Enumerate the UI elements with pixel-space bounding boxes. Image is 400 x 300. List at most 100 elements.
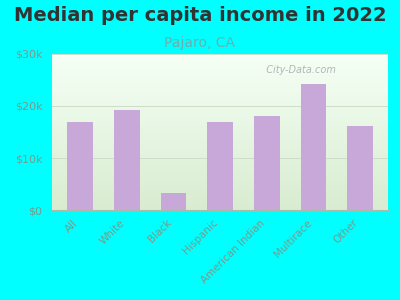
Bar (52, 93, 388, 94)
Bar (52, 77, 388, 78)
Bar (52, 110, 388, 111)
Bar (52, 99, 388, 100)
Bar (52, 132, 388, 133)
Bar (52, 201, 388, 202)
Bar (300, 84, 326, 210)
Bar (52, 80, 388, 81)
Bar (52, 161, 388, 162)
Bar (52, 176, 388, 177)
Bar (52, 196, 388, 197)
Bar (52, 68, 388, 69)
Bar (52, 183, 388, 184)
Bar (52, 134, 388, 135)
Bar (52, 203, 388, 204)
Bar (52, 94, 388, 95)
Bar (52, 209, 388, 210)
Bar (52, 83, 388, 84)
Bar (52, 78, 388, 79)
Bar (52, 70, 388, 71)
Bar (52, 185, 388, 186)
Bar (52, 145, 388, 146)
Bar (52, 140, 388, 141)
Bar (52, 67, 388, 68)
Bar (52, 162, 388, 163)
Bar (52, 164, 388, 165)
Bar (52, 69, 388, 70)
Bar (52, 158, 388, 159)
Bar (52, 179, 388, 180)
Bar (52, 109, 388, 110)
Bar (52, 102, 388, 103)
Bar (52, 60, 388, 61)
Bar (52, 146, 388, 147)
Bar (52, 192, 388, 193)
Bar (52, 79, 388, 80)
Bar (67, 122, 93, 210)
Bar (52, 188, 388, 189)
Bar (52, 119, 388, 120)
Bar (52, 172, 388, 173)
Bar (52, 64, 388, 65)
Bar (52, 73, 388, 74)
Bar (52, 195, 388, 196)
Bar (52, 125, 388, 126)
Text: Pajaro, CA: Pajaro, CA (164, 36, 236, 50)
Bar (52, 175, 388, 176)
Bar (52, 142, 388, 143)
Bar (52, 62, 388, 63)
Bar (52, 198, 388, 199)
Bar (52, 208, 388, 209)
Bar (52, 170, 388, 171)
Bar (52, 54, 388, 55)
Bar (52, 178, 388, 179)
Bar (52, 101, 388, 102)
Bar (52, 89, 388, 90)
Bar (52, 65, 388, 66)
Bar (52, 137, 388, 138)
Bar (52, 85, 388, 86)
Bar (52, 61, 388, 62)
Bar (52, 194, 388, 195)
Bar (52, 193, 388, 194)
Bar (114, 110, 140, 210)
Bar (52, 150, 388, 151)
Bar (52, 107, 388, 108)
Bar (52, 63, 388, 64)
Bar (254, 116, 280, 210)
Bar (52, 76, 388, 77)
Bar (52, 116, 388, 117)
Bar (52, 82, 388, 83)
Bar (52, 182, 388, 183)
Bar (52, 135, 388, 136)
Bar (52, 74, 388, 75)
Bar (52, 157, 388, 158)
Bar (52, 91, 388, 92)
Bar (52, 197, 388, 198)
Bar (52, 57, 388, 58)
Bar (52, 190, 388, 191)
Bar (52, 151, 388, 152)
Bar (52, 66, 388, 67)
Bar (52, 105, 388, 106)
Bar (52, 155, 388, 156)
Bar (52, 87, 388, 88)
Bar (52, 90, 388, 91)
Bar (52, 98, 388, 99)
Bar (207, 122, 233, 210)
Bar (52, 202, 388, 203)
Bar (52, 106, 388, 107)
Bar (52, 112, 388, 113)
Bar (52, 169, 388, 170)
Bar (52, 149, 388, 150)
Bar (52, 171, 388, 172)
Bar (52, 95, 388, 96)
Bar (52, 124, 388, 125)
Text: Median per capita income in 2022: Median per capita income in 2022 (14, 6, 386, 25)
Bar (52, 206, 388, 207)
Bar (52, 177, 388, 178)
Bar (52, 96, 388, 97)
Bar (52, 169, 388, 170)
Bar (52, 84, 388, 85)
Bar (52, 156, 388, 157)
Bar (52, 154, 388, 155)
